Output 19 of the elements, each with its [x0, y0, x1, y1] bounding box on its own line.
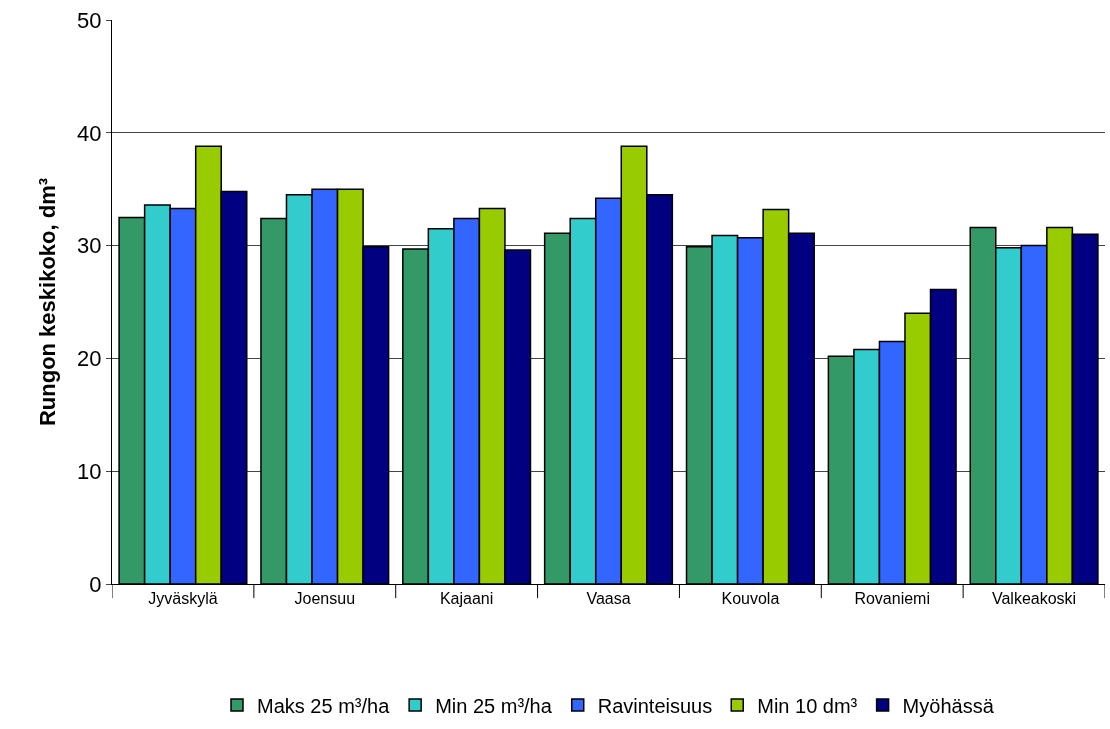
legend-label: Min 10 dm³	[757, 694, 858, 717]
legend-label: Ravinteisuus	[597, 694, 713, 717]
y-axis-title: Rungon keskikoko, dm³	[34, 177, 60, 427]
x-tick-label: Joensuu	[294, 590, 356, 608]
x-tick-label: Kouvola	[721, 590, 780, 608]
y-tick-label: 30	[77, 233, 102, 259]
y-tick-label: 0	[89, 571, 102, 597]
x-tick-label: Rovaniemi	[854, 590, 931, 608]
legend-label: Maks 25 m³/ha	[257, 694, 391, 717]
x-tick-label: Vaasa	[586, 590, 631, 608]
legend-label: Myöhässä	[902, 694, 995, 717]
y-tick-label: 20	[77, 346, 102, 372]
legend-label: Min 25 m³/ha	[435, 694, 553, 717]
y-tick-label: 10	[77, 458, 102, 484]
x-tick-label: Jyväskylä	[148, 590, 218, 608]
y-tick-label: 50	[77, 7, 102, 33]
y-tick-label: 40	[77, 120, 102, 146]
x-tick-label: Kajaani	[439, 590, 494, 608]
x-tick-label: Valkeakoski	[991, 590, 1077, 608]
